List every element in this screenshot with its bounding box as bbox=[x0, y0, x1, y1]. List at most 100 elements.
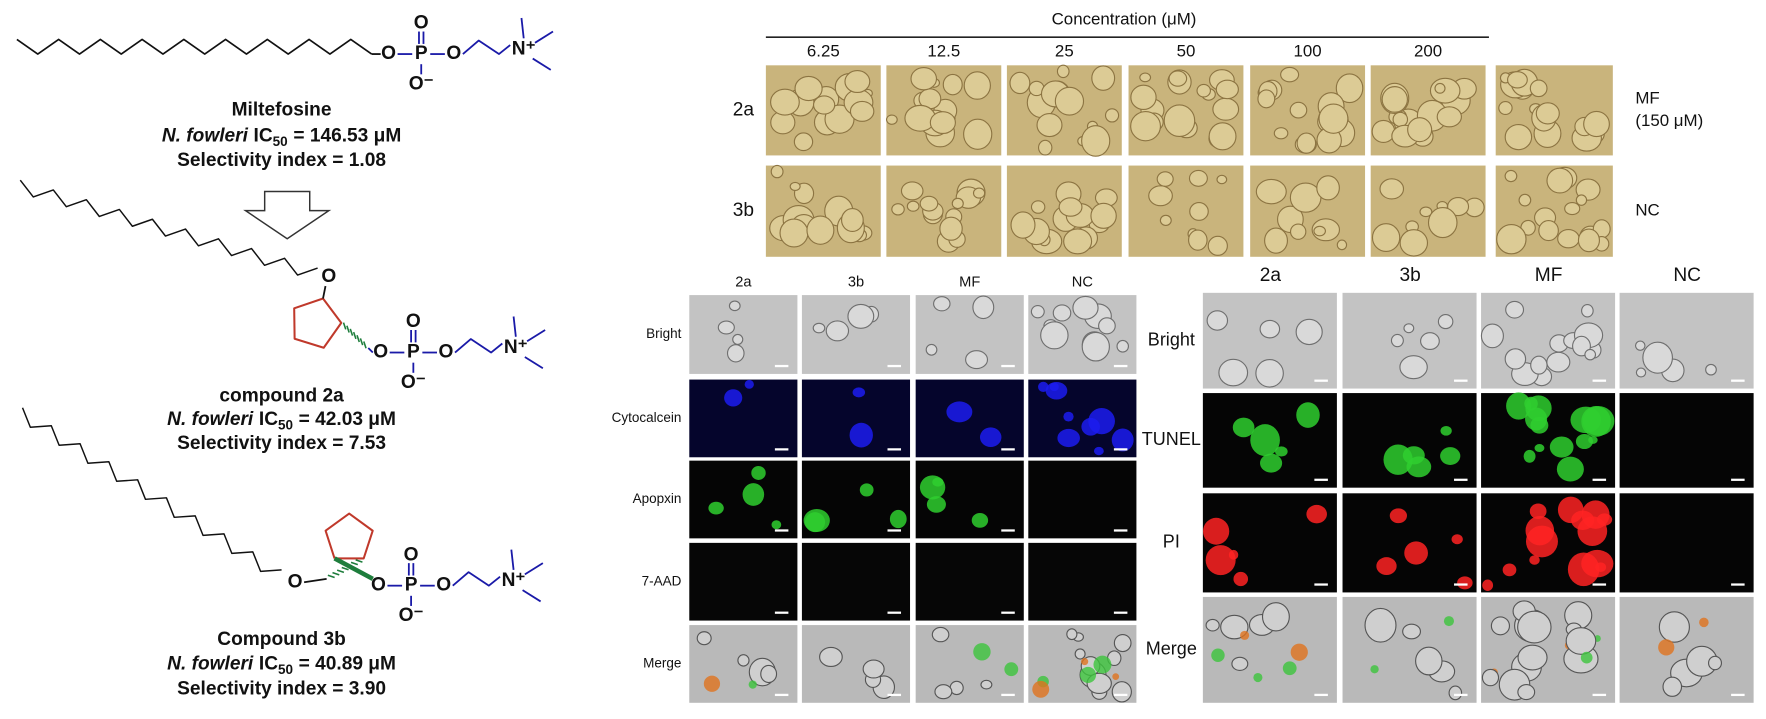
cell bbox=[1280, 66, 1300, 83]
cell bbox=[891, 203, 905, 216]
atom-label: N⁺ bbox=[512, 39, 536, 60]
micrograph bbox=[689, 379, 798, 458]
bond bbox=[512, 316, 517, 337]
atom-label: O⁻ bbox=[401, 372, 426, 393]
cell bbox=[972, 295, 995, 320]
cell bbox=[1557, 228, 1580, 249]
alkyl-chain bbox=[16, 38, 373, 55]
cell bbox=[933, 296, 951, 312]
atom-label: N⁺ bbox=[504, 337, 528, 358]
atom-label: O bbox=[406, 311, 421, 332]
cell bbox=[819, 646, 843, 668]
cyclopentane bbox=[293, 297, 343, 349]
cell bbox=[1163, 104, 1196, 138]
hashed-bond bbox=[355, 559, 363, 563]
cell bbox=[1496, 223, 1527, 255]
cell bbox=[1052, 304, 1072, 322]
organism: N. fowleri bbox=[167, 654, 254, 675]
cell bbox=[1575, 433, 1593, 450]
atom-label: O bbox=[404, 544, 419, 565]
atom-label: P bbox=[405, 575, 418, 596]
bond bbox=[524, 562, 544, 576]
column-label: MF bbox=[959, 275, 980, 291]
micrograph bbox=[689, 460, 798, 539]
cell bbox=[726, 344, 745, 363]
row-label: TUNEL bbox=[1142, 429, 1201, 449]
atom-label: O⁻ bbox=[399, 605, 424, 626]
cell bbox=[1335, 73, 1364, 104]
cell bbox=[1159, 214, 1172, 226]
atom-label: O⁻ bbox=[409, 74, 434, 95]
cell bbox=[889, 509, 907, 529]
atom-label: O bbox=[414, 13, 429, 34]
cell bbox=[1534, 444, 1545, 452]
cell bbox=[1525, 525, 1558, 558]
bond bbox=[534, 30, 554, 44]
cell bbox=[849, 422, 873, 448]
cell bbox=[1564, 201, 1581, 216]
cell bbox=[1523, 449, 1536, 463]
cell bbox=[1498, 101, 1513, 116]
cell bbox=[1188, 229, 1208, 251]
cell bbox=[1081, 125, 1111, 157]
cell bbox=[1250, 424, 1280, 457]
cell bbox=[789, 181, 801, 192]
cell bbox=[1404, 541, 1428, 565]
row-label: 7-AAD bbox=[642, 573, 682, 588]
column-label: 3b bbox=[848, 275, 864, 291]
cell bbox=[1546, 351, 1571, 373]
cell bbox=[1451, 534, 1463, 545]
cell bbox=[919, 195, 939, 212]
hashed-bond bbox=[342, 322, 347, 330]
ic50-line: N. fowleri IC50 = 40.89 μM bbox=[167, 654, 396, 677]
hashed-bond bbox=[346, 325, 350, 333]
cell bbox=[1525, 395, 1552, 422]
atom-label: O bbox=[381, 43, 396, 64]
cell bbox=[1506, 392, 1532, 420]
control-label: MF bbox=[1635, 89, 1659, 108]
cell bbox=[1407, 117, 1433, 143]
stained-cell bbox=[1443, 616, 1454, 627]
cell bbox=[724, 389, 743, 407]
organism: N. fowleri bbox=[167, 409, 254, 430]
cell bbox=[1208, 122, 1237, 151]
cell bbox=[1207, 235, 1228, 256]
ic50-value: = 40.89 μM bbox=[299, 654, 396, 675]
cell bbox=[779, 218, 809, 248]
cell bbox=[951, 197, 964, 210]
cell bbox=[1429, 77, 1461, 104]
stained-cell bbox=[1658, 639, 1675, 656]
metric: IC bbox=[254, 125, 273, 146]
cell bbox=[980, 679, 993, 690]
hashed-bond bbox=[363, 341, 367, 349]
cell bbox=[1364, 607, 1397, 643]
stained-cell bbox=[1282, 661, 1297, 676]
cell bbox=[1091, 65, 1116, 91]
bond bbox=[322, 285, 327, 299]
cell bbox=[1313, 225, 1327, 237]
cell bbox=[1530, 355, 1548, 375]
row-label: Bright bbox=[1148, 329, 1195, 349]
hashed-bond bbox=[341, 566, 349, 571]
alkyl-chain bbox=[21, 407, 282, 573]
cell bbox=[1189, 202, 1209, 221]
cell bbox=[942, 73, 963, 96]
cell bbox=[1316, 175, 1340, 201]
cell bbox=[1233, 571, 1249, 587]
cell bbox=[1206, 310, 1229, 331]
cell bbox=[1104, 108, 1120, 123]
cell bbox=[1264, 227, 1289, 254]
cell bbox=[1434, 82, 1446, 94]
cell bbox=[1440, 425, 1452, 436]
micrograph bbox=[1028, 542, 1137, 621]
cell bbox=[1705, 363, 1717, 376]
cell bbox=[1556, 456, 1584, 482]
cell bbox=[1383, 444, 1413, 475]
column-label: NC bbox=[1072, 275, 1093, 291]
cell bbox=[1482, 579, 1494, 591]
atom-label: N⁺ bbox=[502, 570, 526, 591]
cell bbox=[840, 208, 864, 233]
cell bbox=[1437, 313, 1454, 330]
cell bbox=[1635, 367, 1647, 378]
cell bbox=[1399, 229, 1429, 257]
